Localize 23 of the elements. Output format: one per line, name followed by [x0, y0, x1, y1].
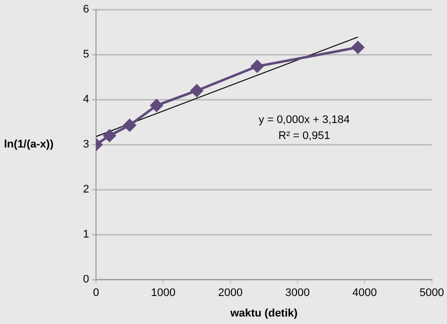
y-tick-label: 3 — [82, 138, 90, 151]
x-tick-label: 4000 — [352, 287, 377, 300]
x-tick-label: 1000 — [151, 287, 176, 300]
x-tick-label: 2000 — [218, 287, 243, 300]
point — [250, 60, 264, 73]
y-tick-label: 4 — [82, 94, 90, 106]
point — [352, 41, 364, 54]
y-axis-title: ln(1/(a-x)) — [4, 138, 54, 151]
y-tick-label: 5 — [82, 48, 90, 61]
x-tick-label: 0 — [93, 287, 100, 300]
x-axis-title: waktu (detik) — [229, 307, 298, 320]
y-tick-label: 1 — [82, 228, 90, 241]
x-tick-label: 5000 — [420, 287, 444, 300]
x-tick-label: 3000 — [285, 287, 310, 300]
annotation: y = 0,000x + 3,184 — [258, 114, 350, 126]
y-tick-label: 6 — [82, 4, 90, 16]
point — [150, 99, 163, 112]
annotation: R² = 0,951 — [278, 130, 330, 142]
point — [103, 129, 116, 142]
y-tick-label: 0 — [82, 274, 90, 286]
point — [123, 119, 136, 132]
point — [190, 84, 204, 97]
y-tick-label: 2 — [82, 184, 90, 196]
